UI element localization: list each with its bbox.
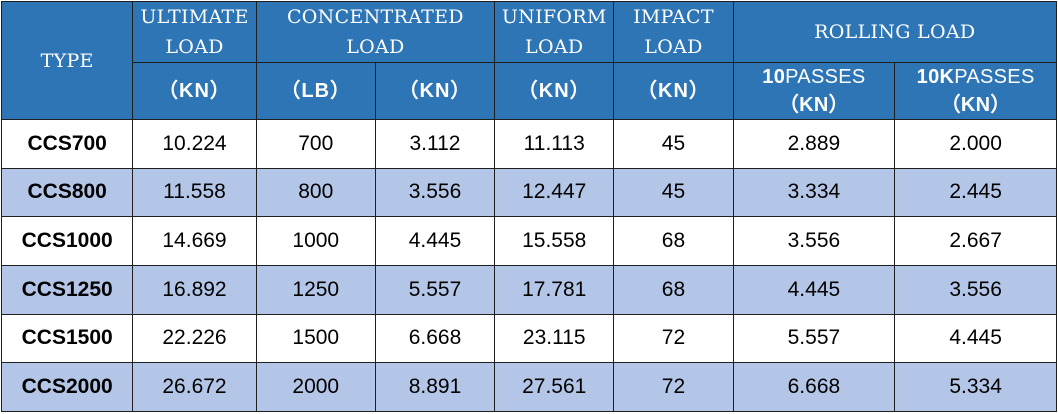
header-ultimate-load: ULTIMATE LOAD xyxy=(132,1,257,63)
header-rolling-load: ROLLING LOAD xyxy=(732,1,1058,63)
cell-uniform: 17.781 xyxy=(494,264,615,315)
cell-impact: 45 xyxy=(613,167,734,218)
header-ultimate-unit: （KN） xyxy=(132,62,257,120)
header-uniform-load: UNIFORM LOAD xyxy=(494,1,615,63)
cell-uniform: 15.558 xyxy=(494,216,615,266)
cell-concentrated-kn: 6.668 xyxy=(374,313,496,364)
cell-rolling-10: 3.556 xyxy=(732,216,896,266)
cell-uniform: 12.447 xyxy=(494,167,615,218)
cell-rolling-10: 4.445 xyxy=(732,264,896,315)
cell-concentrated-lb: 1250 xyxy=(255,264,376,315)
cell-concentrated-lb: 1500 xyxy=(255,313,376,364)
cell-type: CCS1250 xyxy=(0,264,134,315)
cell-impact: 72 xyxy=(613,362,734,412)
rolling-10k-number: 10K xyxy=(916,66,955,88)
cell-ultimate: 26.672 xyxy=(132,362,257,412)
cell-rolling-10k: 2.000 xyxy=(894,119,1057,169)
cell-ultimate: 16.892 xyxy=(132,264,257,315)
header-concentrated-lb-unit: （LB） xyxy=(255,62,376,120)
cell-rolling-10k: 5.334 xyxy=(894,362,1057,412)
table-row: CCS700 10.224 700 3.112 11.113 45 2.889 … xyxy=(0,119,1057,169)
header-concentrated-kn-unit: （KN） xyxy=(374,62,496,120)
cell-concentrated-lb: 800 xyxy=(255,167,376,218)
cell-rolling-10k: 3.556 xyxy=(894,264,1057,315)
cell-type: CCS700 xyxy=(0,119,134,169)
header-impact-unit: （KN） xyxy=(613,62,734,120)
cell-impact: 68 xyxy=(613,216,734,266)
table-row: CCS800 11.558 800 3.556 12.447 45 3.334 … xyxy=(0,167,1057,218)
cell-ultimate: 14.669 xyxy=(132,216,257,266)
cell-concentrated-lb: 700 xyxy=(255,119,376,169)
header-uniform-unit: （KN） xyxy=(494,62,615,120)
cell-uniform: 23.115 xyxy=(494,313,615,364)
rolling-10-unit: （KN） xyxy=(778,94,849,116)
cell-type: CCS1000 xyxy=(0,216,134,266)
cell-type: CCS1500 xyxy=(0,313,134,364)
table-row: CCS1250 16.892 1250 5.557 17.781 68 4.44… xyxy=(0,264,1057,315)
cell-impact: 68 xyxy=(613,264,734,315)
cell-concentrated-kn: 5.557 xyxy=(374,264,496,315)
rolling-10k-text: PASSES xyxy=(954,66,1035,88)
cell-type: CCS2000 xyxy=(0,362,134,412)
cell-type: CCS800 xyxy=(0,167,134,218)
rolling-10-text: PASSES xyxy=(785,66,866,88)
cell-rolling-10k: 2.667 xyxy=(894,216,1057,266)
header-rolling-10-passes: 10PASSES （KN） xyxy=(732,62,896,120)
cell-uniform: 11.113 xyxy=(494,119,615,169)
cell-concentrated-kn: 4.445 xyxy=(374,216,496,266)
cell-concentrated-lb: 1000 xyxy=(255,216,376,266)
table-row: CCS1000 14.669 1000 4.445 15.558 68 3.55… xyxy=(0,216,1057,266)
cell-ultimate: 22.226 xyxy=(132,313,257,364)
cell-rolling-10k: 4.445 xyxy=(894,313,1057,364)
cell-concentrated-kn: 8.891 xyxy=(374,362,496,412)
cell-concentrated-lb: 2000 xyxy=(255,362,376,412)
cell-rolling-10: 3.334 xyxy=(732,167,896,218)
rolling-10-number: 10 xyxy=(762,66,786,88)
cell-concentrated-kn: 3.112 xyxy=(374,119,496,169)
cell-rolling-10: 5.557 xyxy=(732,313,896,364)
cell-impact: 72 xyxy=(613,313,734,364)
cell-rolling-10: 6.668 xyxy=(732,362,896,412)
header-impact-load: IMPACT LOAD xyxy=(613,1,734,63)
cell-concentrated-kn: 3.556 xyxy=(374,167,496,218)
header-concentrated-load: CONCENTRATED LOAD xyxy=(255,1,496,63)
table-row: CCS1500 22.226 1500 6.668 23.115 72 5.55… xyxy=(0,313,1057,364)
cell-impact: 45 xyxy=(613,119,734,169)
cell-ultimate: 11.558 xyxy=(132,167,257,218)
cell-uniform: 27.561 xyxy=(494,362,615,412)
cell-rolling-10: 2.889 xyxy=(732,119,896,169)
table-row: CCS2000 26.672 2000 8.891 27.561 72 6.66… xyxy=(0,362,1057,412)
cell-ultimate: 10.224 xyxy=(132,119,257,169)
header-rolling-10k-passes: 10KPASSES （KN） xyxy=(894,62,1057,120)
header-type: TYPE xyxy=(0,1,134,120)
cell-rolling-10k: 2.445 xyxy=(894,167,1057,218)
rolling-10k-unit: （KN） xyxy=(940,94,1011,116)
